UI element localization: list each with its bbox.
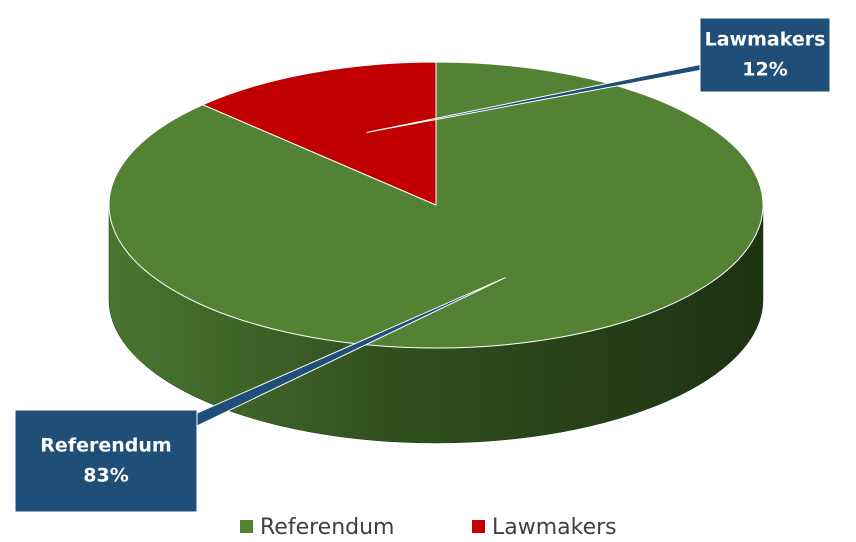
callout-box	[14, 409, 198, 513]
legend-swatch	[472, 520, 485, 533]
legend-label: Referendum	[260, 515, 395, 540]
pie-slice	[201, 61, 437, 206]
data-label-name: Referendum	[40, 435, 171, 457]
data-label-value: 83%	[83, 465, 128, 487]
data-label-name: Lawmakers	[705, 29, 826, 51]
data-label-value: 12%	[742, 59, 787, 81]
legend-label: Lawmakers	[492, 515, 617, 540]
callout-box	[699, 17, 831, 93]
legend-swatch	[240, 520, 253, 533]
